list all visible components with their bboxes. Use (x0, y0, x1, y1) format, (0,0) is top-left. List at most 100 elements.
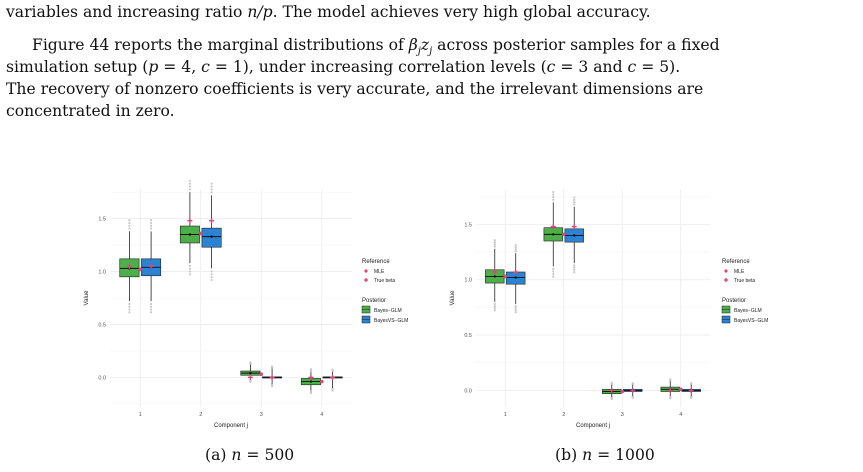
outlier-point (210, 182, 213, 185)
outlier-point (552, 193, 555, 196)
true-beta-point (667, 387, 694, 393)
true-beta-point (308, 374, 336, 380)
outlier-point (493, 309, 496, 312)
outlier-point (573, 264, 576, 267)
outlier-point (149, 302, 153, 306)
y-tick-label: 1.5 (464, 222, 472, 228)
legend-item-mle: MLE (734, 269, 745, 275)
outlier-point (331, 389, 334, 392)
outlier-point (552, 270, 555, 273)
outlier-point (552, 273, 555, 276)
mean-point (573, 234, 576, 237)
x-tick-label: 3 (260, 412, 263, 418)
outlier-point (128, 302, 131, 306)
outlier-point (514, 307, 517, 310)
outlier-point (514, 309, 517, 312)
outlier-point (552, 275, 555, 278)
x-axis-label: Component j (576, 423, 610, 429)
outlier-point (493, 305, 496, 308)
y-tick-label: 0.0 (98, 375, 106, 381)
outlier-point (690, 396, 693, 399)
mle-point (319, 379, 324, 384)
outlier-point (514, 245, 517, 249)
x-tick-label: 1 (139, 412, 142, 418)
y-tick-label: 1.0 (464, 278, 472, 284)
mean-point (493, 275, 496, 278)
caption-b: (b) n = 1000 (555, 446, 655, 464)
y-axis-label: Value (84, 290, 90, 306)
outlier-point (188, 273, 192, 276)
y-axis-label: Value (450, 290, 456, 306)
true-beta-point (609, 387, 636, 393)
outlier-point (210, 278, 213, 282)
outlier-point (210, 276, 213, 279)
y-tick-label: 0.5 (464, 333, 472, 339)
outlier-point (210, 188, 213, 191)
legend-title-reference: Reference (362, 259, 390, 265)
outlier-point (514, 248, 517, 251)
legend-item-true-beta: True beta (734, 278, 755, 284)
outlier-point (188, 267, 192, 270)
outlier-point (210, 191, 213, 194)
legend-item-mle: MLE (374, 269, 385, 275)
mle-point (138, 267, 143, 272)
y-tick-label: 0.5 (98, 322, 106, 328)
y-tick-label: 0.0 (464, 388, 472, 394)
mle-point (259, 372, 264, 376)
x-tick-label: 2 (199, 412, 202, 418)
outlier-point (149, 224, 153, 227)
true-beta-point (247, 374, 275, 380)
y-tick-label: 1.5 (98, 217, 106, 223)
mean-point (210, 235, 213, 238)
outlier-point (493, 307, 496, 310)
x-tick-label: 3 (621, 412, 624, 418)
y-tick-label: 1.0 (98, 270, 106, 276)
mle-point (503, 274, 508, 279)
outlier-point (573, 266, 576, 269)
mean-point (514, 276, 517, 279)
outlier-point (573, 268, 576, 272)
outlier-point (552, 190, 555, 194)
outlier-point (631, 396, 634, 399)
outlier-point (128, 219, 131, 222)
outlier-point (631, 381, 634, 385)
outlier-point (552, 198, 555, 201)
outlier-point (552, 267, 555, 271)
outlier-point (573, 196, 576, 199)
outlier-point (149, 305, 153, 308)
outlier-point (210, 185, 213, 188)
outlier-point (514, 305, 517, 308)
legend-item-posterior: Bayes−GLM (374, 308, 402, 314)
mle-point (198, 231, 203, 236)
x-tick-label: 2 (562, 412, 565, 418)
outlier-point (188, 185, 192, 188)
true-beta-point (187, 218, 215, 224)
legend-title-posterior: Posterior (722, 298, 746, 304)
outlier-point (149, 311, 153, 314)
outlier-point (128, 227, 131, 230)
text-top-line: variables and increasing ratio n/p. The … (6, 3, 651, 21)
paragraph-line-2: simulation setup (p = 4, c = 1), under i… (6, 58, 681, 76)
outlier-point (669, 378, 672, 381)
outlier-point (669, 397, 672, 400)
outlier-point (149, 219, 153, 222)
outlier-point (493, 302, 496, 306)
x-tick-label: 1 (504, 412, 507, 418)
true-beta-point (492, 269, 519, 275)
outlier-point (188, 188, 192, 191)
legend-title-posterior: Posterior (362, 298, 386, 304)
boxplot-chart-a: 0.0 0.5 1.0 1.5 1 2 3 4 Component j Value Referenc… (84, 179, 408, 429)
outlier-point (573, 201, 576, 204)
mle-point (561, 232, 566, 237)
x-axis-label: Component j (214, 423, 248, 429)
true-beta-point (126, 263, 154, 269)
outlier-point (573, 198, 576, 202)
outlier-point (552, 196, 555, 199)
outlier-point (610, 397, 613, 401)
outlier-point (610, 381, 613, 385)
outlier-point (128, 305, 131, 308)
legend-item-posterior: BayesVS−GLM (734, 318, 768, 324)
outlier-point (188, 270, 192, 273)
paragraph: Figure 44 reports the marginal distribut… (32, 36, 720, 58)
mean-point (249, 371, 252, 375)
